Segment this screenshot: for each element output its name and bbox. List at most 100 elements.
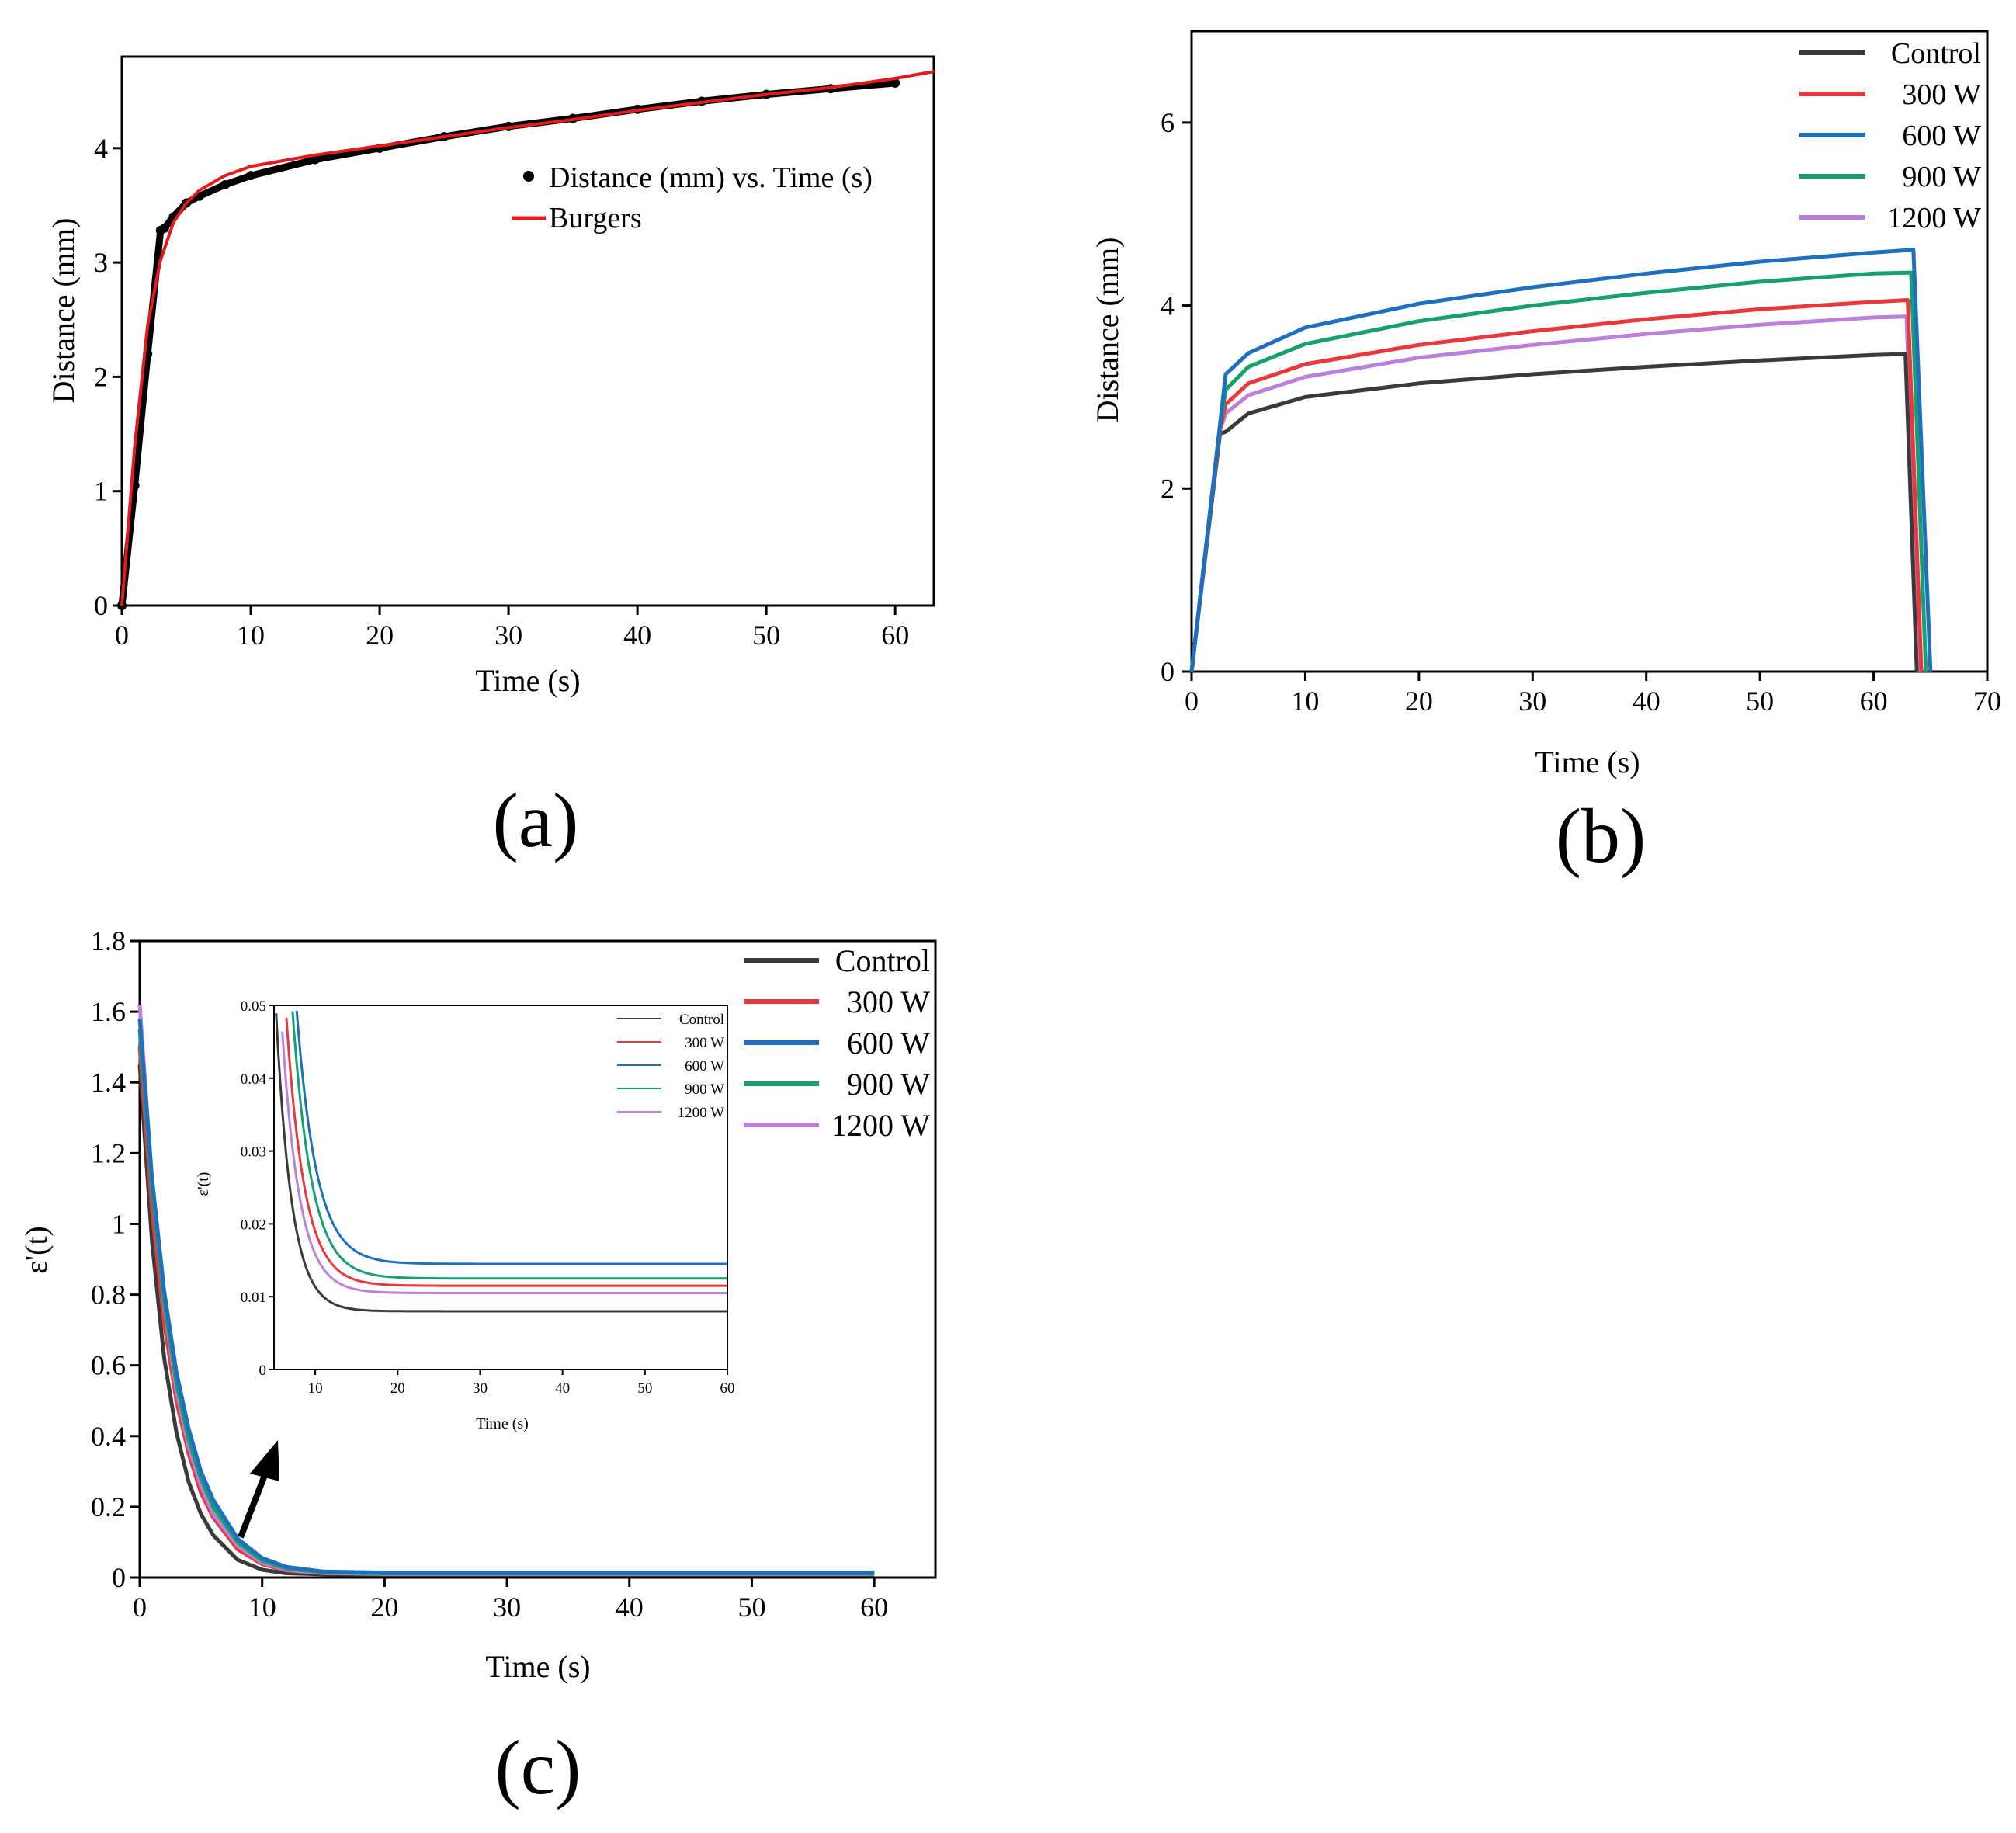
panel-b-y-tick-label: 4 — [1161, 290, 1175, 321]
panel-a-legend-label-burgers: Burgers — [549, 202, 642, 234]
panel-b-legend-label-control: Control — [1891, 37, 1981, 70]
panel-b: 0 10 20 30 40 50 60 70 0 2 4 6 Time (s) Distance (m… — [1090, 30, 2001, 879]
panel-b-series-1200-w — [1189, 314, 1921, 672]
panel-c-legend-label-control: Control — [835, 943, 930, 978]
panel-a-x-tick-label: 50 — [752, 620, 780, 651]
panel-c-x-tick-label: 50 — [737, 1592, 765, 1623]
panel-c-x-tick-label: 0 — [133, 1592, 147, 1623]
panel-a-data-point — [220, 179, 230, 189]
panel-a-data-point — [890, 78, 900, 88]
panel-b-series-300-w — [1189, 298, 1924, 672]
panel-c-y-tick-label: 1 — [112, 1208, 126, 1239]
panel-a-legend: Distance (mm) vs. Time (s) Burgers — [512, 161, 873, 234]
panel-c-plot-area: 0 10 20 30 40 50 60 0 0.2 0.4 0.6 0.8 1 1.2 1.4 1.6 1.8 — [91, 925, 937, 1623]
inset-x-axis-title: Time (s) — [476, 1415, 529, 1432]
inset-series-300-w — [285, 1017, 727, 1287]
inset-x-tick-label: 50 — [637, 1380, 652, 1397]
panel-b-legend-label-900-w: 900 W — [1902, 161, 1981, 193]
panel-a-x-tick-label: 10 — [237, 620, 265, 651]
panel-b-x-tick-label: 0 — [1185, 686, 1199, 717]
panel-a-y-tick-label: 1 — [94, 476, 108, 507]
panel-b-legend: Control 300 W 600 W 900 W 1200 W — [1799, 37, 1981, 234]
inset-x-tick-label: 60 — [720, 1380, 735, 1397]
arrow-shaft — [238, 1466, 271, 1539]
panel-a-y-tick-label: 2 — [94, 361, 108, 392]
panel-b-y-tick-label: 0 — [1161, 656, 1175, 687]
inset-legend-label-control: Control — [679, 1012, 724, 1028]
inset-legend-label-300-w: 300 W — [685, 1035, 724, 1051]
inset-legend: Control 300 W 600 W 900 W 1200 W — [617, 1012, 724, 1121]
panel-c-inset: 10 20 30 40 50 60 0 0.01 0.02 0.03 0.04 0.05 Time (… — [195, 998, 735, 1432]
panel-c-label: (c) — [495, 1724, 581, 1810]
inset-series-900-w — [291, 1011, 727, 1280]
panel-a-data-point — [246, 171, 256, 181]
panel-a-x-axis-title: Time (s) — [475, 663, 580, 698]
inset-legend-label-600-w: 600 W — [685, 1058, 724, 1074]
panel-a-x-tick-label: 30 — [494, 620, 522, 651]
panel-a-y-tick-label: 0 — [94, 590, 108, 621]
panel-c-legend: Control 300 W 600 W 900 W 1200 W — [744, 943, 930, 1143]
panel-b-x-tick-label: 30 — [1518, 686, 1546, 717]
panel-a-y-axis-title: Distance (mm) — [46, 218, 81, 404]
panel-a-legend-marker-data — [523, 171, 534, 182]
panel-b-x-axis-title: Time (s) — [1535, 745, 1640, 779]
panel-c-y-tick-label: 1.8 — [91, 925, 126, 956]
inset-y-axis-title: ε'(t) — [195, 1172, 212, 1196]
panel-c-x-tick-label: 40 — [616, 1592, 644, 1623]
panel-c-x-tick-label: 60 — [860, 1592, 888, 1623]
panel-a-x-tick-label: 60 — [881, 620, 909, 651]
panel-c-y-tick-label: 0.8 — [91, 1279, 126, 1311]
inset-legend-label-900-w: 900 W — [685, 1081, 724, 1098]
panel-c-y-tick-label: 0 — [112, 1562, 126, 1593]
panel-b-series-900-w — [1189, 270, 1928, 672]
panel-a-legend-label-data: Distance (mm) vs. Time (s) — [549, 161, 873, 194]
panel-b-y-tick-label: 2 — [1161, 473, 1175, 504]
inset-pointer-arrow — [238, 1440, 279, 1539]
panel-c-y-axis-title: ε'(t) — [19, 1226, 54, 1274]
panel-c-x-axis-title: Time (s) — [485, 1649, 590, 1684]
panel-c-y-tick-label: 0.2 — [91, 1491, 126, 1522]
inset-frame — [273, 1005, 728, 1370]
panel-c-x-tick-label: 20 — [370, 1592, 398, 1623]
panel-c-legend-label-300-w: 300 W — [847, 984, 930, 1019]
panel-c-y-tick-label: 0.6 — [91, 1350, 126, 1381]
panel-b-series-600-w — [1189, 248, 1933, 672]
inset-background — [274, 1005, 727, 1370]
panel-c-y-tick-label: 1.4 — [91, 1067, 126, 1098]
panel-c: 0 10 20 30 40 50 6000.20.40.60.811.21.41.61.8 … — [19, 925, 937, 1810]
arrow-head — [250, 1440, 279, 1481]
panel-b-y-tick-label: 6 — [1161, 107, 1175, 138]
panel-a: 0 10 20 30 40 50 60 0 1 2 3 4 Time (s) Distance (mm… — [46, 55, 935, 863]
inset-x-tick-label: 20 — [390, 1380, 405, 1397]
inset-legend-label-1200-w: 1200 W — [678, 1105, 724, 1121]
panel-c-series-600-w — [137, 1019, 875, 1575]
panel-a-y-tick-label: 4 — [94, 133, 108, 164]
panel-b-legend-label-600-w: 600 W — [1902, 120, 1981, 152]
panel-a-x-tick-label: 0 — [115, 620, 129, 651]
panel-a-x-tick-label: 40 — [623, 620, 651, 651]
panel-b-x-tick-label: 40 — [1633, 686, 1660, 717]
panel-b-legend-label-300-w: 300 W — [1902, 78, 1981, 111]
inset-y-tick-label: 0.03 — [241, 1144, 266, 1161]
inset-y-tick-label: 0.05 — [241, 998, 266, 1015]
panel-a-x-tick-label: 20 — [366, 620, 394, 651]
panel-b-legend-label-1200-w: 1200 W — [1887, 202, 1981, 234]
panel-c-x-tick-label: 10 — [248, 1592, 276, 1623]
inset-plot-area: 10 20 30 40 50 60 0 0.01 0.02 0.03 0.04 0.05 — [241, 998, 735, 1397]
inset-y-tick-label: 0 — [259, 1363, 267, 1379]
inset-x-tick-label: 10 — [308, 1380, 323, 1397]
panel-a-label: (a) — [493, 777, 579, 863]
panel-c-legend-label-900-w: 900 W — [847, 1067, 930, 1102]
panel-a-frame — [120, 55, 935, 607]
inset-x-tick-label: 40 — [555, 1380, 570, 1397]
panel-b-x-tick-label: 10 — [1291, 686, 1319, 717]
panel-c-legend-label-1200-w: 1200 W — [831, 1108, 930, 1143]
panel-c-y-tick-label: 1.2 — [91, 1137, 126, 1168]
inset-y-tick-label: 0.02 — [241, 1217, 266, 1233]
inset-y-tick-label: 0.04 — [241, 1071, 267, 1088]
inset-y-tick-label: 0.01 — [241, 1290, 266, 1306]
panel-a-burgers-line — [120, 70, 935, 606]
panel-b-frame — [1190, 30, 1989, 673]
panel-c-y-tick-label: 0.4 — [91, 1421, 126, 1452]
